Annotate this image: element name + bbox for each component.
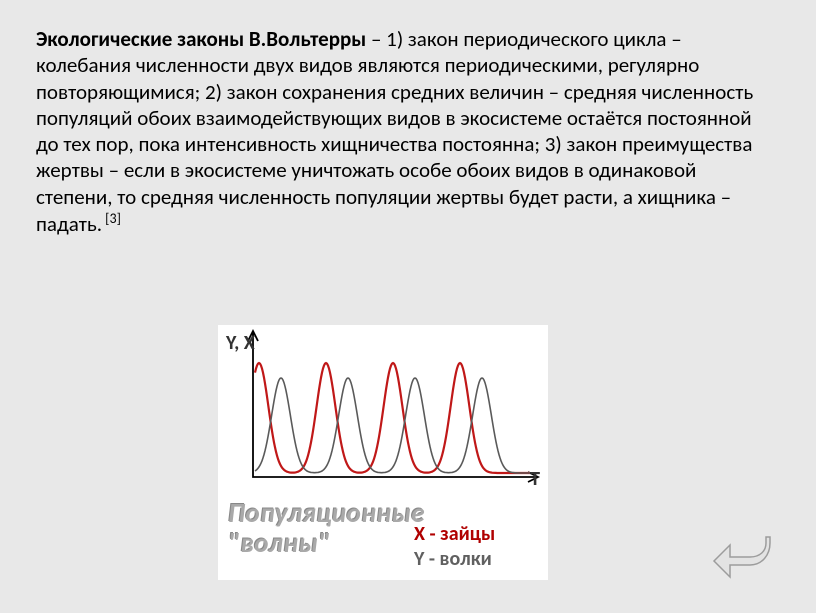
legend-x: X - зайцы [414,522,495,547]
chart-plot-area: Y, X T [218,325,548,495]
paragraph-ref: [3] [102,210,121,227]
chart-svg [218,325,548,495]
return-arrow-path [714,537,770,577]
return-arrow-icon[interactable] [710,533,774,585]
series-X [255,363,530,473]
chart-title-line1: Популяционные [228,497,425,530]
main-paragraph: Экологические законы В.Вольтерры – 1) за… [36,26,774,237]
paragraph-body: – 1) закон периодического цикла – колеба… [36,26,753,237]
chart-title: Популяционные "волны" [228,499,425,558]
legend-y: Y - волки [414,547,495,572]
y-axis-label: Y, X [226,331,255,355]
series-Y [255,378,530,473]
chart-legend: X - зайцы Y - волки [414,522,495,572]
t-axis-label: T [530,467,540,491]
population-chart: Y, X T Популяционные "волны" X - зайцы Y… [218,325,548,580]
chart-title-line2: "волны" [228,527,331,560]
paragraph-lead: Экологические законы В.Вольтерры [36,26,366,52]
